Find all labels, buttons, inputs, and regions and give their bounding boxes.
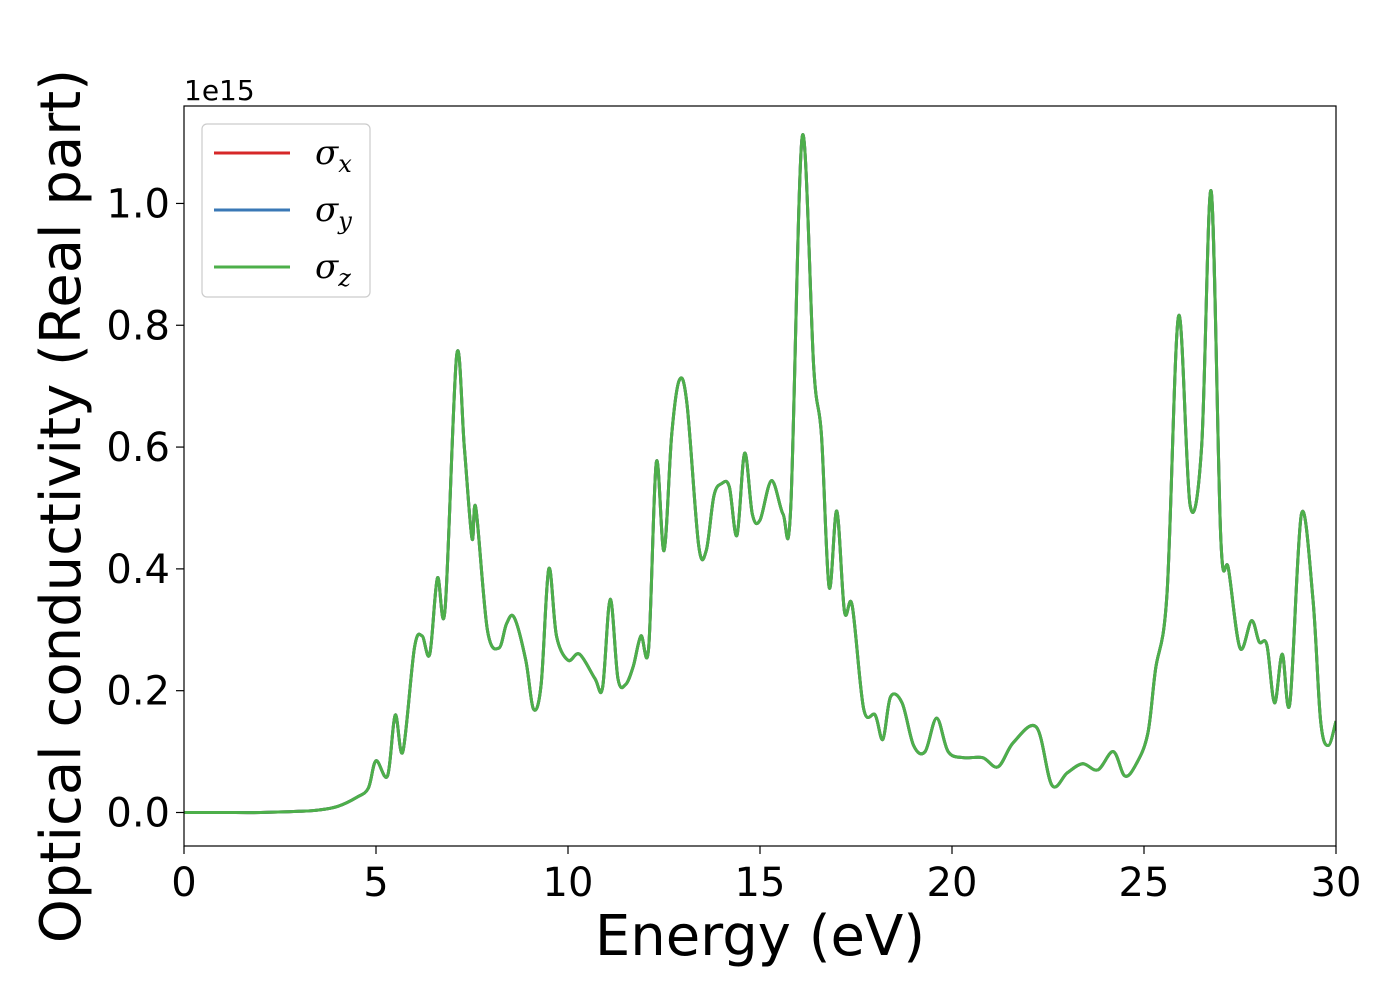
x-tick-label: 30 [1311,860,1362,906]
x-tick-label: 25 [1119,860,1170,906]
y-tick-label: 0.8 [106,303,170,349]
y-tick-label: 0.2 [106,669,170,715]
legend-label-y: σy [315,190,352,235]
y-tick-label: 0.6 [106,425,170,471]
y-axis-ticks: 0.0 0.2 0.4 0.6 0.8 1.0 [106,181,184,837]
x-axis-ticks: 0 5 10 15 20 25 30 [171,846,1361,906]
legend-label-x: σx [315,133,352,178]
legend-label-z: σz [315,247,351,292]
y-tick-label: 0.4 [106,547,170,593]
x-tick-label: 0 [171,860,196,906]
legend: σx σy σz [201,123,371,298]
series-line-z [184,133,1336,815]
x-axis-label: Energy (eV) [595,904,925,969]
x-tick-label: 15 [735,860,786,906]
y-tick-label: 1.0 [106,181,170,227]
x-tick-label: 5 [363,860,388,906]
y-axis-offset-label: 1e15 [184,74,255,107]
y-axis-label: Optical conductivity (Real part) [29,69,94,943]
x-tick-label: 10 [543,860,594,906]
series-layer [184,133,1336,815]
x-tick-label: 20 [927,860,978,906]
y-tick-label: 0.0 [106,791,170,837]
